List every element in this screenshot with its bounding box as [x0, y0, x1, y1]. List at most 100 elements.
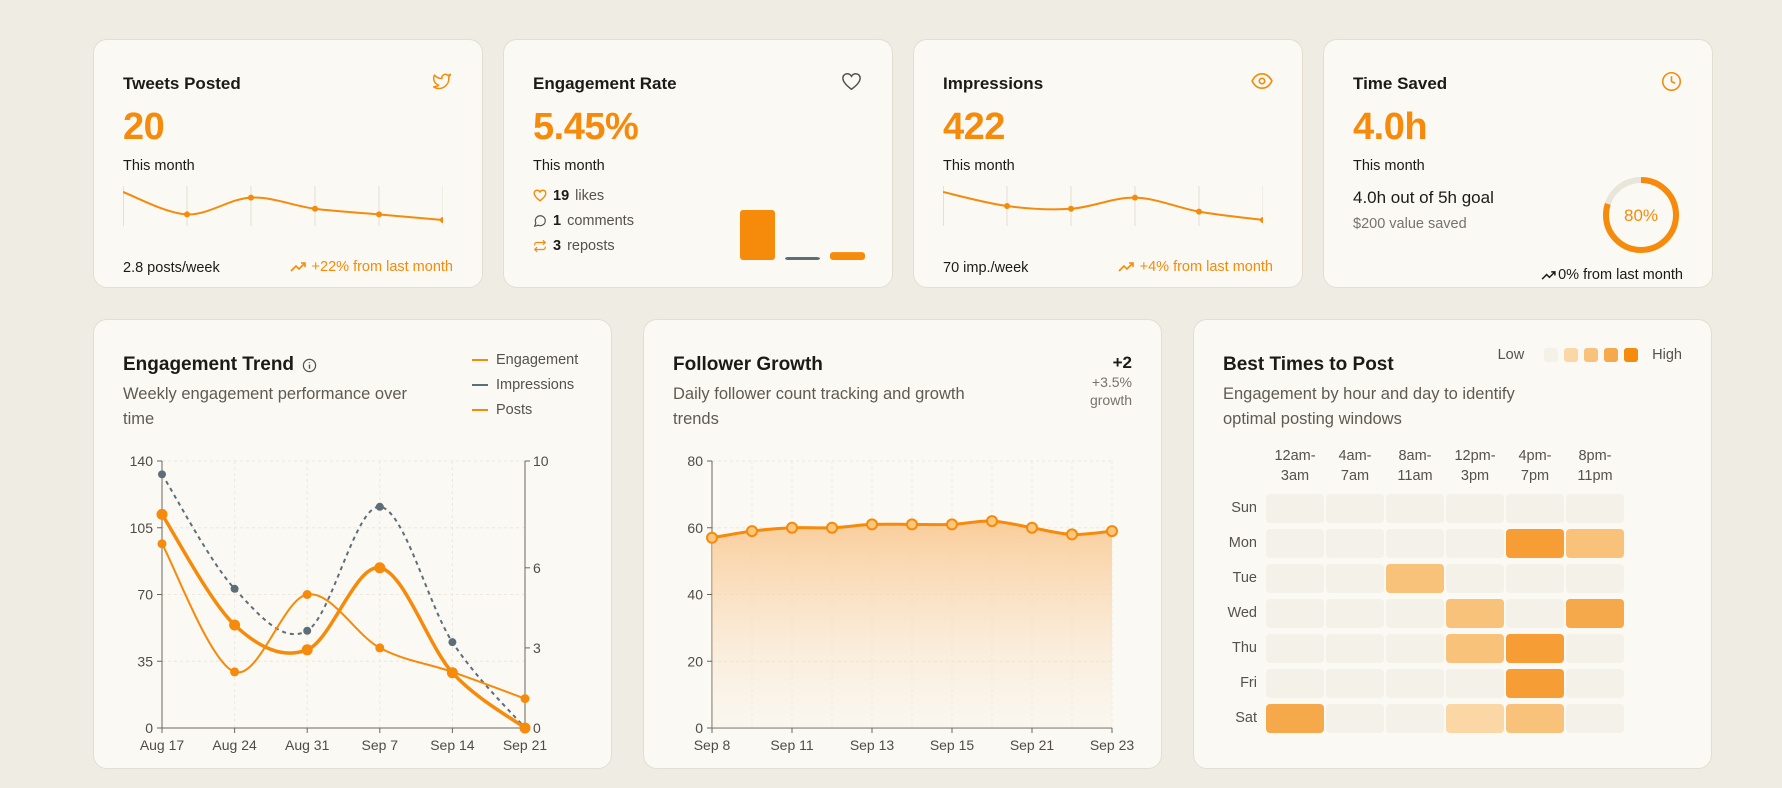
impressions-value: 422: [943, 106, 1005, 148]
heatmap-cell[interactable]: [1506, 494, 1564, 523]
heatmap-cell[interactable]: [1446, 564, 1504, 593]
heatmap-cell[interactable]: [1326, 564, 1384, 593]
heatmap-cell[interactable]: [1326, 669, 1384, 698]
sparkline-point: [1260, 217, 1263, 223]
heatmap-cell[interactable]: [1326, 599, 1384, 628]
engagement-rate-period: This month: [533, 158, 605, 174]
heatmap-hour-label: 8pm- 11pm: [1577, 448, 1613, 484]
heatmap-cell[interactable]: [1566, 494, 1624, 523]
y-left-tick-label: 105: [130, 520, 154, 536]
legend-swatch: [472, 383, 488, 386]
info-icon[interactable]: [302, 358, 317, 373]
heatmap-cell[interactable]: [1386, 669, 1444, 698]
comments-row: 1 comments: [533, 208, 634, 233]
heatmap-cell[interactable]: [1446, 494, 1504, 523]
heatmap-cell[interactable]: [1326, 704, 1384, 733]
heatmap-cell[interactable]: [1446, 669, 1504, 698]
heatmap-cell[interactable]: [1266, 564, 1324, 593]
heatmap-cell[interactable]: [1566, 634, 1624, 663]
y-left-tick-label: 70: [137, 587, 153, 603]
sparkline-line: [943, 191, 1263, 221]
heatmap-cell[interactable]: [1386, 529, 1444, 558]
engagement-trend-legend: Engagement Impressions Posts: [472, 347, 578, 422]
heatmap-cell[interactable]: [1506, 704, 1564, 733]
clock-icon: [1661, 71, 1682, 92]
x-tick-label: Aug 17: [140, 737, 185, 753]
heatmap-cell[interactable]: [1326, 634, 1384, 663]
heatmap-cell[interactable]: [1266, 529, 1324, 558]
heatmap-cell[interactable]: [1266, 494, 1324, 523]
y-right-tick-label: 10: [533, 453, 549, 469]
follower-point: [706, 531, 718, 544]
legend-swatch: [472, 358, 488, 361]
heatmap-cell[interactable]: [1386, 634, 1444, 663]
engagement-bar: [785, 257, 820, 260]
follower-point: [1026, 521, 1038, 534]
legend-posts[interactable]: Posts: [472, 397, 578, 422]
heatmap-cell[interactable]: [1386, 494, 1444, 523]
engagement-trend-header: Engagement Trend: [123, 354, 317, 376]
engagement-bar: [830, 252, 865, 260]
likes-row: 19 likes: [533, 183, 634, 208]
y-left-tick-label: 0: [145, 720, 153, 736]
reposts-count: 3: [553, 237, 562, 254]
heatmap-cell[interactable]: [1566, 669, 1624, 698]
legend-label: Impressions: [496, 376, 575, 393]
heatmap-cell[interactable]: [1266, 669, 1324, 698]
series-posts-point: [157, 539, 167, 549]
heatmap-cell[interactable]: [1326, 494, 1384, 523]
heatmap-cell[interactable]: [1446, 704, 1504, 733]
impressions-trend: +4% from last month: [1118, 259, 1273, 275]
engagement-trend-chart: 0 35 70 105 140 0 3 6 10 Aug 17 Aug 24 Aug 31 Sep 7 S…: [130, 453, 549, 753]
x-tick-label: Aug 24: [212, 737, 257, 753]
heatmap-cell[interactable]: [1386, 599, 1444, 628]
heatmap-cell[interactable]: [1506, 634, 1564, 663]
heatmap-cell[interactable]: [1506, 529, 1564, 558]
impressions-card: Impressions 422 This month 70 imp./week …: [913, 39, 1303, 288]
heatmap-hour-label: 8am- 11am: [1397, 448, 1433, 484]
series-impressions-line: [161, 473, 526, 729]
follower-point: [946, 518, 958, 531]
heatmap-cell[interactable]: [1446, 634, 1504, 663]
heatmap-cell[interactable]: [1266, 704, 1324, 733]
heatmap-cell[interactable]: [1506, 564, 1564, 593]
heatmap-cell[interactable]: [1326, 529, 1384, 558]
heatmap-cell[interactable]: [1266, 634, 1324, 663]
series-posts-point: [302, 590, 312, 599]
legend-impressions[interactable]: Impressions: [472, 372, 578, 397]
heatmap-cell[interactable]: [1446, 599, 1504, 628]
trending-up-icon: [1118, 262, 1134, 272]
legend-label: Engagement: [496, 351, 579, 368]
heatmap-cell[interactable]: [1386, 704, 1444, 733]
comments-count: 1: [553, 212, 562, 229]
time-saved-trend: 0% from last month: [1541, 267, 1683, 283]
follower-point: [866, 518, 878, 531]
legend-engagement[interactable]: Engagement: [472, 347, 578, 372]
time-saved-period: This month: [1353, 158, 1425, 174]
time-saved-value: 4.0h: [1353, 106, 1428, 148]
engagement-rate-card: Engagement Rate 5.45% This month 19 likes…: [503, 39, 893, 288]
follower-growth-delta: +2: [1112, 353, 1132, 372]
heatmap-cell[interactable]: [1566, 564, 1624, 593]
time-saved-card: Time Saved 4.0h This month 4.0h out of 5…: [1323, 39, 1713, 288]
follower-growth-summary: +2 +3.5% growth: [1090, 353, 1132, 409]
series-engagement-point: [446, 667, 458, 679]
tweets-rate: 2.8 posts/week: [123, 260, 220, 276]
follower-growth-title: Follower Growth: [673, 354, 823, 375]
impressions-title: Impressions: [943, 74, 1044, 93]
y-tick-label: 80: [687, 453, 703, 469]
follower-growth-chart: 0 20 40 60 80 Sep 8 Sep 11 Sep 13 Sep 15 Sep 21 Se…: [687, 453, 1134, 753]
heatmap-legend-swatch: [1624, 348, 1639, 362]
x-tick-label: Sep 13: [850, 737, 895, 753]
heatmap-cell[interactable]: [1506, 669, 1564, 698]
heatmap-hour-label: 4pm- 7pm: [1518, 448, 1552, 484]
engagement-rate-value: 5.45%: [533, 106, 639, 148]
heatmap-cell[interactable]: [1566, 599, 1624, 628]
heatmap-cell[interactable]: [1386, 564, 1444, 593]
heatmap-cell[interactable]: [1566, 529, 1624, 558]
heatmap-cell[interactable]: [1446, 529, 1504, 558]
heatmap-cell[interactable]: [1506, 599, 1564, 628]
heatmap-cell[interactable]: [1566, 704, 1624, 733]
series-posts-point: [230, 667, 240, 677]
heatmap-cell[interactable]: [1266, 599, 1324, 628]
